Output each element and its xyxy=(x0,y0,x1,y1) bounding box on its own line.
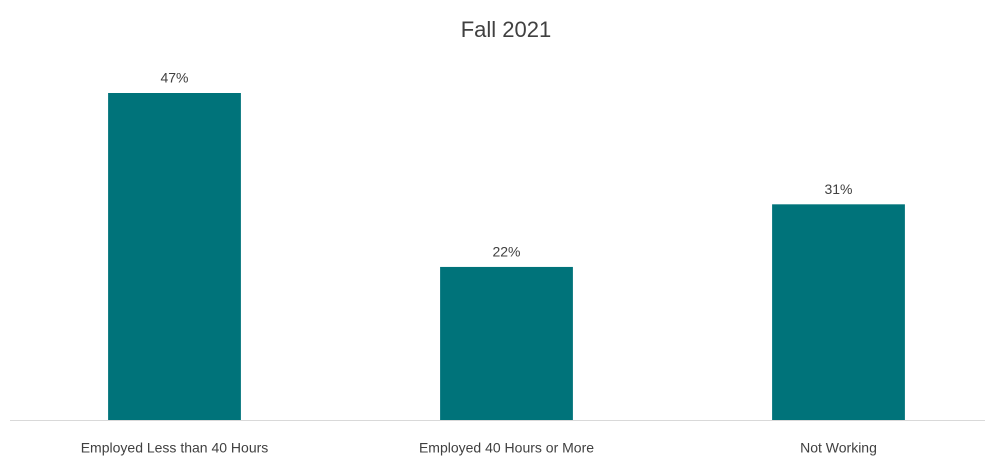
data-label: 31% xyxy=(824,181,852,197)
x-tick-label: Employed Less than 40 Hours xyxy=(81,440,269,456)
data-label: 47% xyxy=(160,70,188,86)
bar xyxy=(440,266,573,420)
x-tick-label: Employed 40 Hours or More xyxy=(419,440,594,456)
chart-title: Fall 2021 xyxy=(461,17,552,42)
data-label: 22% xyxy=(492,244,520,260)
bar xyxy=(772,204,905,420)
bar xyxy=(108,93,241,420)
x-tick-label: Not Working xyxy=(800,440,877,456)
